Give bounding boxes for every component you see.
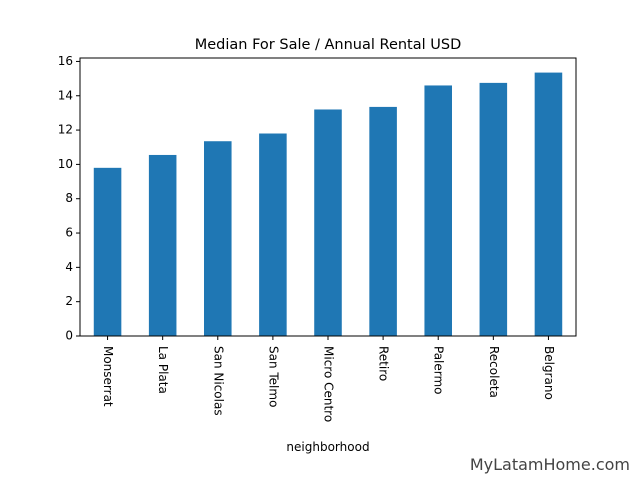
bar-san-telmo — [259, 133, 287, 336]
bar-retiro — [369, 106, 397, 336]
y-tick-label: 0 — [65, 329, 73, 343]
x-tick-label: Recoleta — [487, 346, 501, 398]
bars-group — [93, 72, 563, 337]
bar-san-nicolas — [204, 141, 232, 336]
y-tick-label: 14 — [58, 88, 73, 102]
y-tick-label: 10 — [58, 157, 73, 171]
chart-title: Median For Sale / Annual Rental USD — [195, 37, 462, 53]
bar-la-plata — [148, 154, 177, 336]
y-tick-label: 2 — [65, 294, 73, 308]
bar-palermo — [424, 85, 452, 336]
y-tick-label: 4 — [65, 260, 73, 274]
x-tick-label: Monserrat — [101, 346, 115, 407]
x-tick-label: La Plata — [156, 346, 170, 394]
bar-micro-centro — [314, 109, 342, 337]
y-tick-label: 8 — [65, 191, 73, 205]
bar-recoleta — [479, 82, 508, 336]
x-tick-label: Belgrano — [542, 346, 556, 400]
watermark: MyLatamHome.com — [469, 455, 630, 474]
x-tick-label: San Nicolas — [211, 346, 225, 416]
bar-belgrano — [534, 72, 563, 336]
x-axis-label: neighborhood — [286, 440, 369, 454]
x-tick-label: Palermo — [432, 346, 446, 395]
x-tick-label: Micro Centro — [322, 346, 336, 422]
y-tick-label: 12 — [58, 123, 73, 137]
bar-monserrat — [93, 167, 122, 336]
x-tick-label: Retiro — [377, 346, 391, 381]
plot-frame — [79, 57, 577, 337]
x-tick-label: San Telmo — [266, 346, 280, 407]
y-tick-label: 16 — [58, 54, 73, 68]
y-tick-label: 6 — [65, 226, 73, 240]
y-axis: 0 2 4 6 8 10 12 14 16 — [58, 54, 80, 343]
x-axis: Monserrat La Plata San Nicolas San Telmo Mic… — [101, 336, 556, 422]
